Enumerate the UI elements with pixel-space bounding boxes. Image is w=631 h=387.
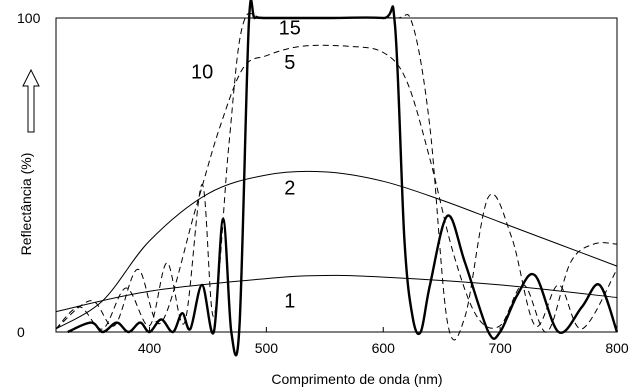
- curve-label-15: 15: [279, 17, 301, 39]
- series-line-5: [55, 44, 618, 333]
- x-tick-label-800: 800: [605, 340, 629, 356]
- plot-frame: [55, 17, 618, 333]
- series-line-2: [55, 170, 618, 330]
- curve-label-1: 1: [284, 291, 295, 313]
- y-tick-label-0: 0: [17, 324, 25, 340]
- series-line-1: [55, 274, 618, 313]
- series-line-15: [67, 0, 619, 357]
- curve-label-10: 10: [191, 61, 213, 83]
- x-tick-label-500: 500: [255, 340, 279, 356]
- y-axis-label: Reflectância (%): [18, 153, 34, 256]
- curves-layer: [55, 0, 619, 357]
- x-tick-label-400: 400: [138, 340, 162, 356]
- annotations-layer: 15 10 5 2 1: [191, 17, 301, 312]
- y-tick-label-100: 100: [17, 10, 41, 26]
- x-tick-label-700: 700: [488, 340, 512, 356]
- x-tick-label-600: 600: [372, 340, 396, 356]
- series-line-10: [55, 12, 618, 341]
- curve-label-5: 5: [284, 52, 295, 74]
- curve-label-2: 2: [284, 178, 295, 200]
- up-arrow-icon: [22, 68, 40, 133]
- ticks-layer: 400 500 600 700 800 0 100: [17, 10, 629, 356]
- x-axis-label: Comprimento de onda (nm): [271, 371, 442, 387]
